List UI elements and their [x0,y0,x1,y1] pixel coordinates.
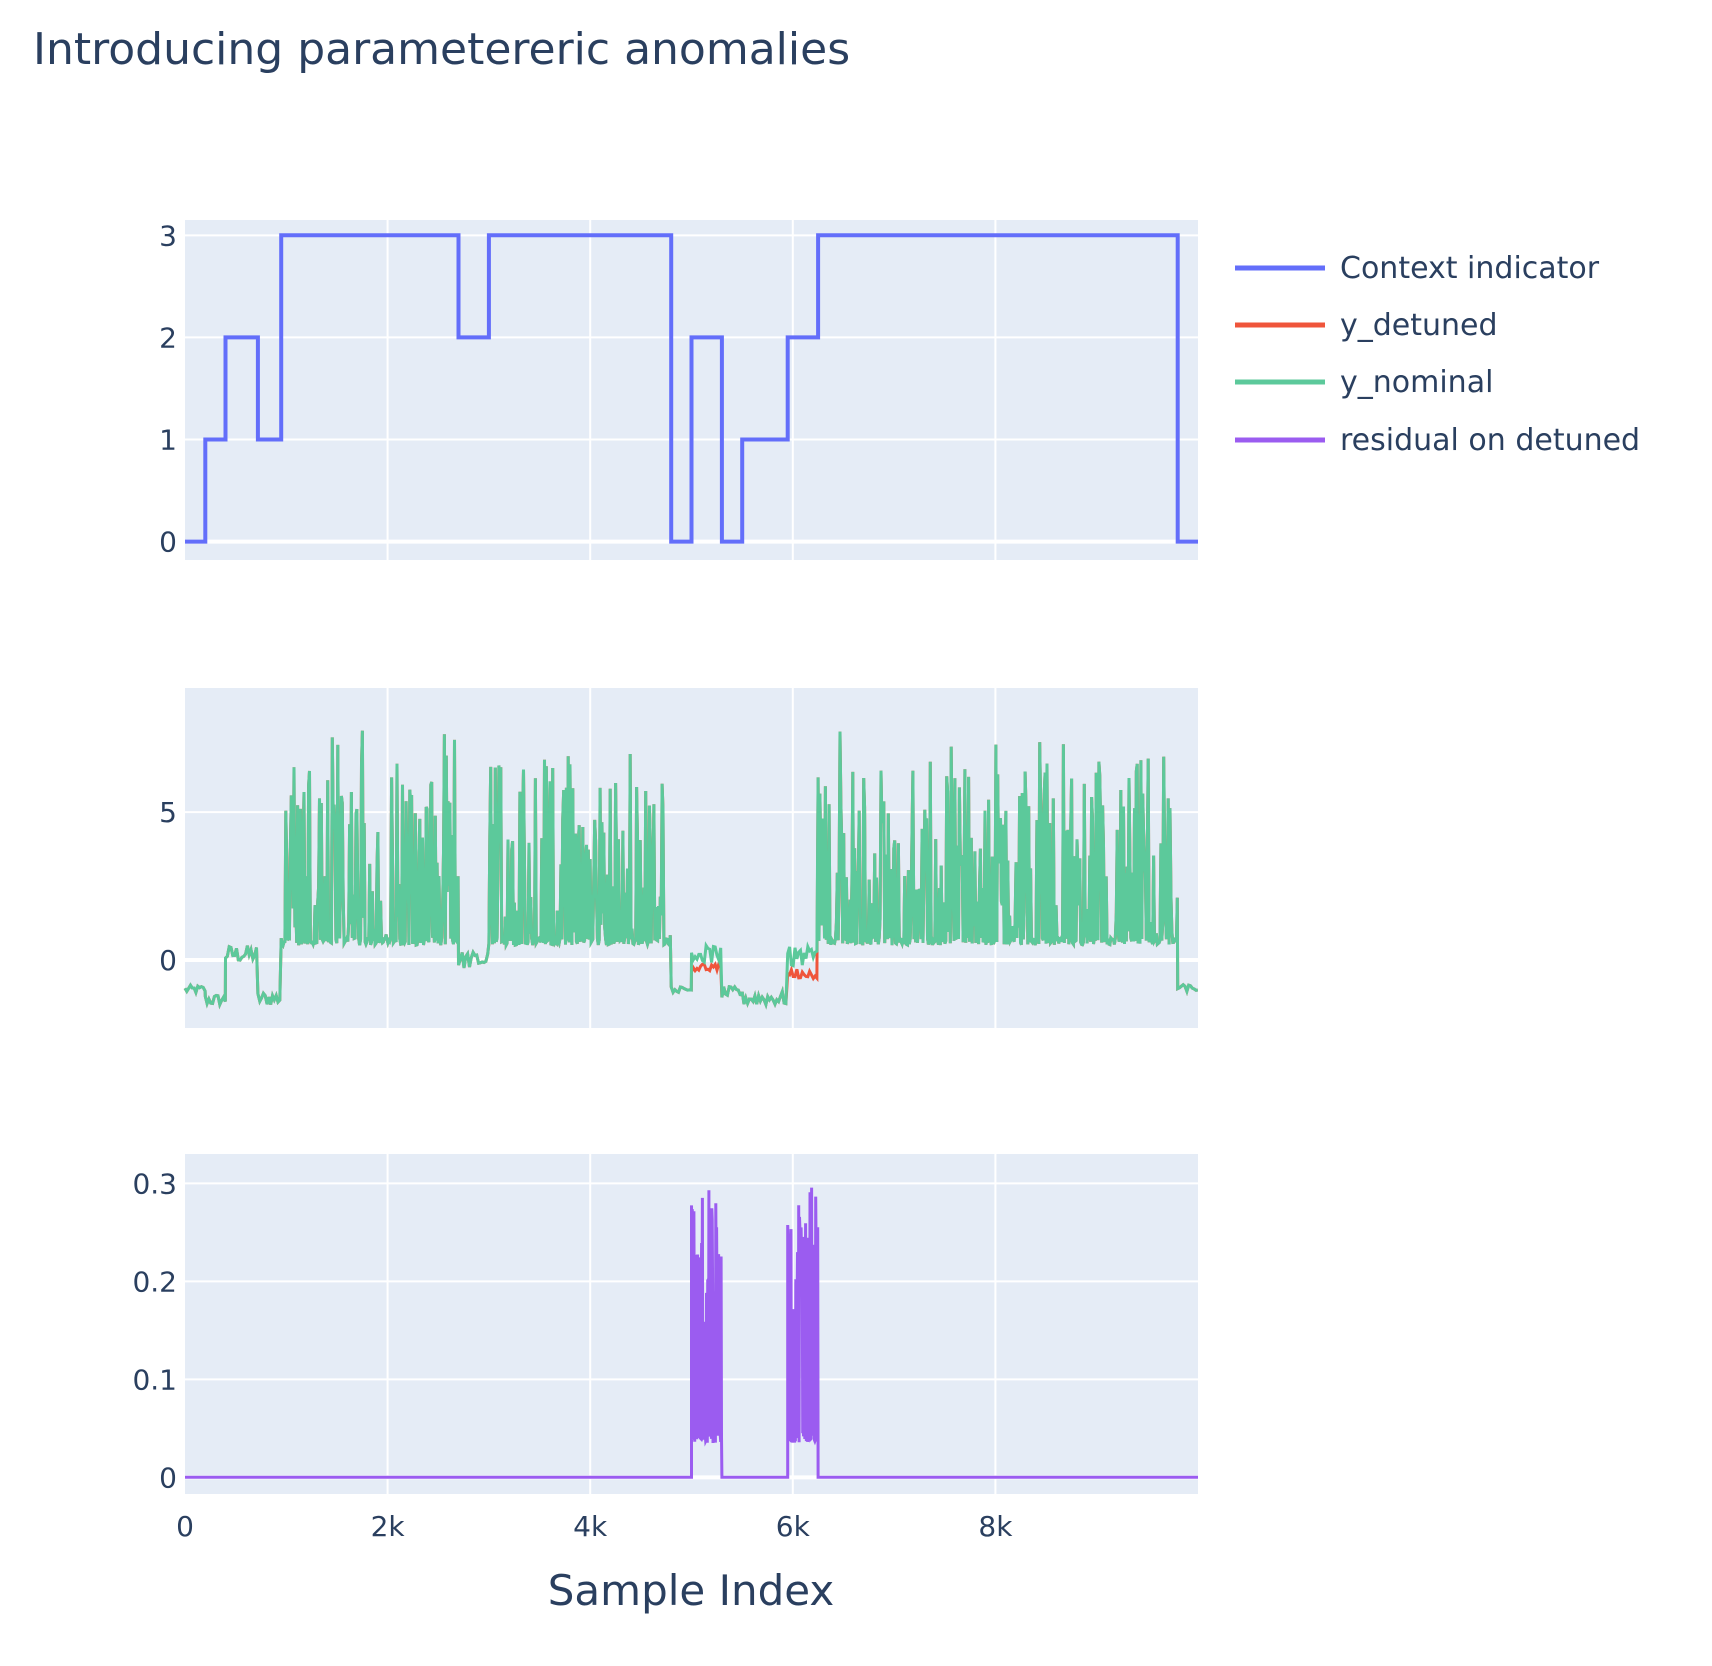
y-nominal-line [183,730,1199,1010]
x-tick-label: 0 [176,1510,194,1543]
subplot-1-y-tick-label: 3 [159,219,177,252]
subplot-1-y-tick-label: 2 [159,321,177,354]
x-tick-label: 4k [573,1510,608,1543]
x-tick-label: 2k [371,1510,406,1543]
subplot-3-y-tick-label: 0.3 [132,1167,177,1200]
subplot-3-y-tick-label: 0.2 [132,1265,177,1298]
tick-labels: 0 1 2 3 0 5 0 0.1 0.2 0.3 0 2k 4k 6k 8k [132,219,1013,1543]
legend-item-nominal[interactable]: y_nominal [1235,365,1493,400]
subplot-3-y-tick-label: 0.1 [132,1363,177,1396]
x-tick-label: 6k [776,1510,811,1543]
legend-label-detuned: y_detuned [1340,308,1498,343]
legend-item-context[interactable]: Context indicator [1235,251,1600,286]
x-tick-label: 8k [978,1510,1013,1543]
subplot-2-y-tick-label: 0 [159,944,177,977]
subplot-2-y-tick-label: 5 [159,796,177,829]
legend-item-residual[interactable]: residual on detuned [1235,423,1640,458]
legend-item-detuned[interactable]: y_detuned [1235,308,1498,343]
context-indicator-line [185,233,1198,544]
subplot-1-y-tick-label: 1 [159,424,177,457]
legend-label-nominal: y_nominal [1340,365,1493,400]
legend[interactable]: Context indicator y_detuned y_nominal re… [1235,251,1640,458]
chart-title: Introducing parametereric anomalies [33,24,851,75]
subplot-3-y-tick-label: 0 [159,1461,177,1494]
legend-label-context: Context indicator [1340,251,1600,286]
residual-on-detuned-line [185,1187,1198,1479]
series-lines [183,233,1199,1479]
legend-label-residual: residual on detuned [1340,423,1640,458]
subplot-1-y-tick-label: 0 [159,526,177,559]
x-axis-title: Sample Index [548,1566,834,1615]
